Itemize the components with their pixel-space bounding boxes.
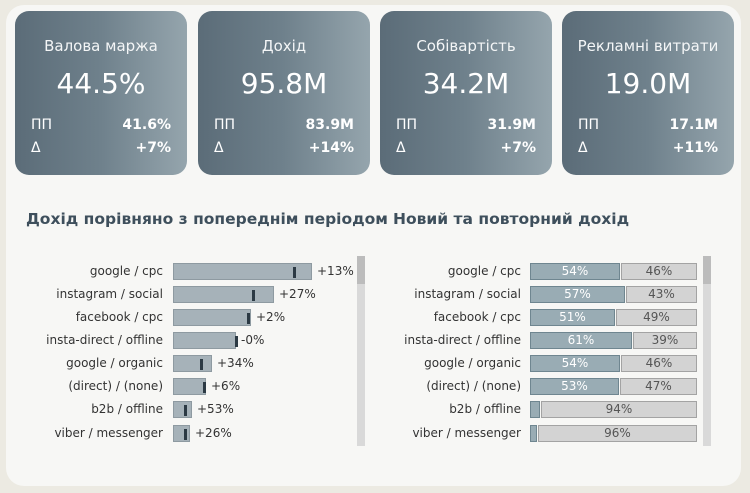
kpi-delta-value: +11% [672,140,718,156]
category-label: insta-direct / offline [46,333,163,347]
category-label: viber / messenger [412,426,521,440]
revenue-bar [173,309,251,326]
kpi-previous-value: 31.9M [487,117,536,133]
kpi-value: 44.5% [56,67,146,100]
category-label: google / cpc [89,264,163,278]
repeat-revenue-segment: 39% [633,332,697,349]
kpi-previous-value: 17.1M [669,117,718,133]
kpi-card: Рекламні витрати 19.0M ПП 17.1M Δ +11% [562,11,734,175]
kpi-previous-label: ПП [396,117,418,133]
new-revenue-segment: 54% [530,355,620,372]
previous-period-marker [184,429,187,440]
previous-period-marker [203,382,206,393]
category-label: b2b / offline [449,402,521,416]
change-label: +27% [279,287,316,301]
change-label: +26% [195,426,232,440]
change-label: +34% [217,356,254,370]
kpi-card: Собівартість 34.2M ПП 31.9M Δ +7% [380,11,552,175]
kpi-card: Дохід 95.8M ПП 83.9M Δ +14% [198,11,370,175]
kpi-delta-label: Δ [396,140,406,156]
change-label: +53% [197,402,234,416]
kpi-delta-value: +14% [308,140,354,156]
kpi-value: 19.0M [604,67,692,100]
change-label: +13% [317,264,354,278]
repeat-revenue-segment: 43% [626,286,697,303]
scrollbar-thumb[interactable] [357,256,365,284]
kpi-card: Валова маржа 44.5% ПП 41.6% Δ +7% [15,11,187,175]
new-revenue-segment: 51% [530,309,615,326]
kpi-previous-label: ПП [578,117,600,133]
kpi-delta-value: +7% [500,140,537,156]
category-label: google / organic [66,356,163,370]
previous-period-marker [184,405,187,416]
kpi-delta-label: Δ [31,140,41,156]
revenue-bar [173,332,238,349]
previous-period-marker [247,313,250,324]
scrollbar-thumb[interactable] [703,256,711,284]
category-label: instagram / social [56,287,163,301]
kpi-previous-value: 83.9M [305,117,354,133]
new-revenue-segment: 57% [530,286,625,303]
revenue-comparison-title: Дохід порівняно з попереднім періодом [26,210,388,228]
change-label: +6% [211,379,241,393]
kpi-delta-label: Δ [214,140,224,156]
revenue-chart-scrollbar[interactable] [357,256,365,446]
new-repeat-chart-scrollbar[interactable] [703,256,711,446]
previous-period-marker [235,336,238,347]
revenue-bar [173,286,274,303]
new-revenue-segment: 54% [530,263,620,280]
kpi-previous-label: ПП [214,117,236,133]
repeat-revenue-segment: 47% [620,378,697,395]
category-label: google / organic [424,356,521,370]
category-label: (direct) / (none) [426,379,521,393]
category-label: insta-direct / offline [404,333,521,347]
kpi-delta-label: Δ [578,140,588,156]
kpi-previous-value: 41.6% [122,117,171,133]
change-label: -0% [241,333,265,347]
revenue-bar [173,263,312,280]
repeat-revenue-segment: 96% [538,425,697,442]
new-revenue-segment: 61% [530,332,632,349]
repeat-revenue-segment: 94% [541,401,697,418]
revenue-bar [173,425,190,442]
repeat-revenue-segment: 49% [616,309,697,326]
new-revenue-segment [530,425,537,442]
category-label: google / cpc [447,264,521,278]
kpi-title: Дохід [261,37,307,55]
previous-period-marker [200,359,203,370]
kpi-previous-label: ПП [31,117,53,133]
revenue-bar [173,401,192,418]
repeat-revenue-segment: 46% [621,355,697,372]
kpi-title: Рекламні витрати [577,37,719,55]
previous-period-marker [252,290,255,301]
category-label: (direct) / (none) [68,379,163,393]
previous-period-marker [293,267,296,278]
category-label: viber / messenger [54,426,163,440]
kpi-delta-value: +7% [135,140,172,156]
new-revenue-segment: 53% [530,378,619,395]
new-repeat-revenue-title: Новий та повторний дохід [393,210,630,228]
category-label: facebook / cpc [433,310,521,324]
change-label: +2% [256,310,286,324]
kpi-value: 95.8M [240,67,328,100]
revenue-bar [173,355,212,372]
category-label: instagram / social [414,287,521,301]
kpi-title: Валова маржа [44,37,158,55]
repeat-revenue-segment: 46% [621,263,697,280]
revenue-bar [173,378,206,395]
new-revenue-segment [530,401,540,418]
kpi-value: 34.2M [422,67,510,100]
category-label: facebook / cpc [75,310,163,324]
category-label: b2b / offline [91,402,163,416]
kpi-title: Собівартість [416,37,516,55]
